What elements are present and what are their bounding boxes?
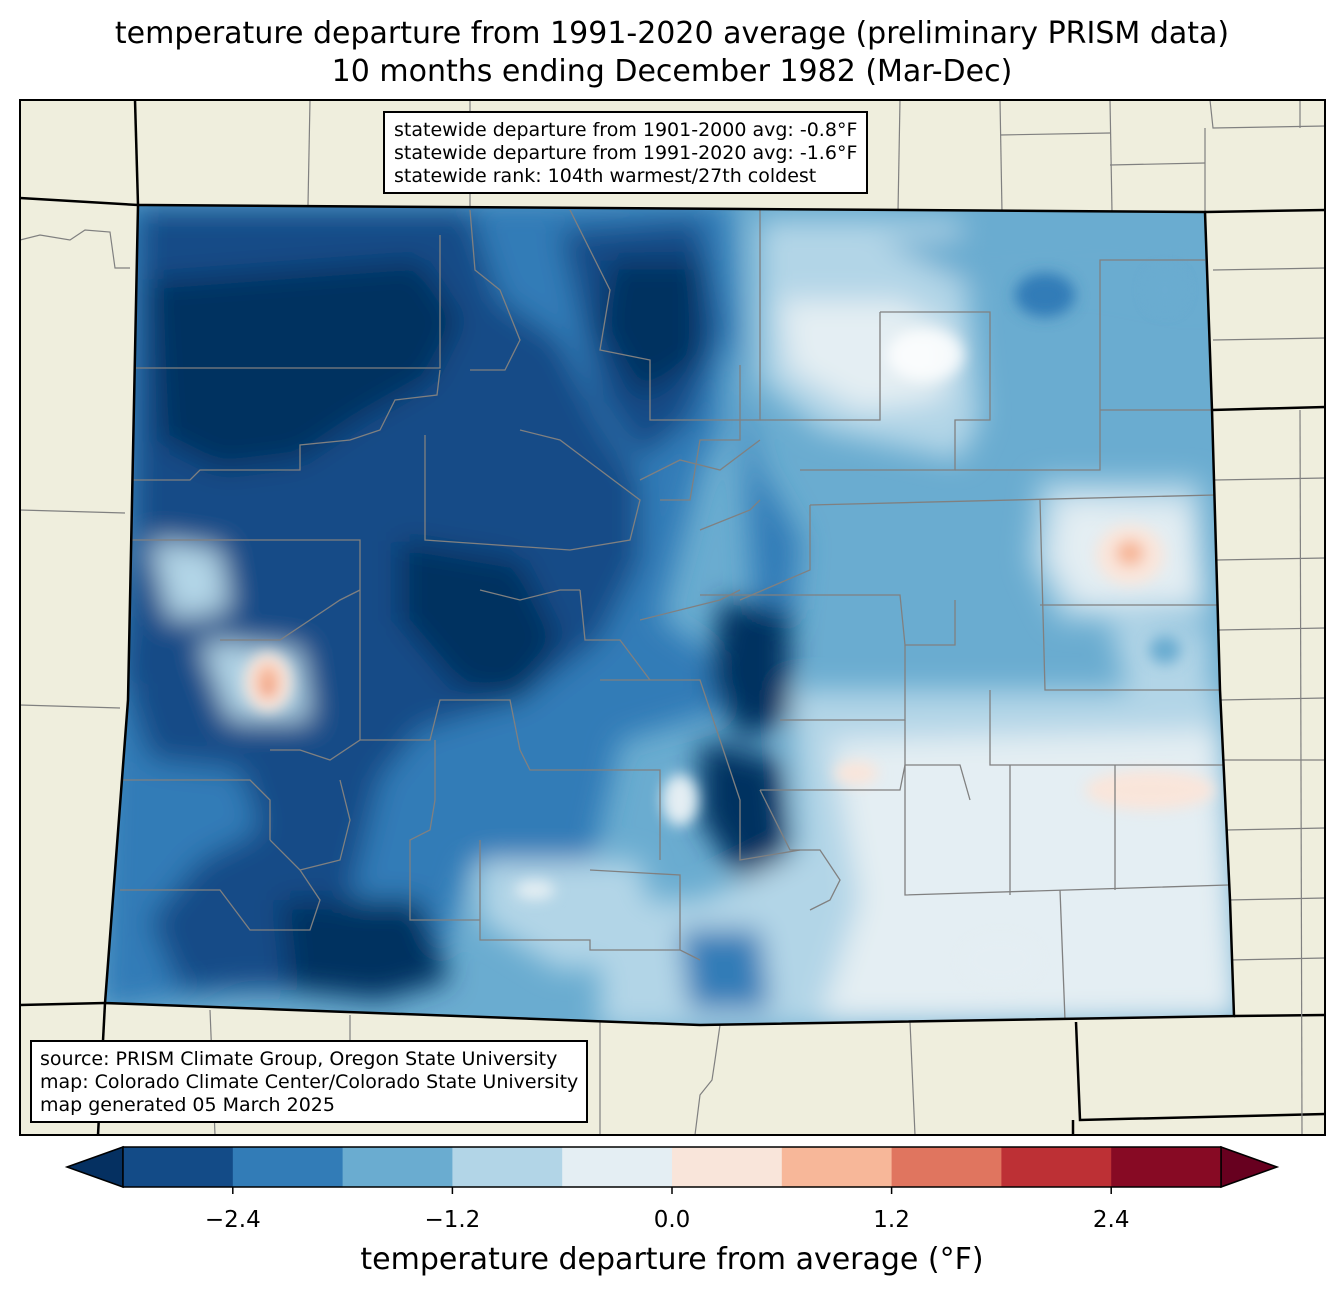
colorbar-swatch <box>123 1147 234 1187</box>
colorbar-swatch <box>452 1147 563 1187</box>
credits-box: source: PRISM Climate Group, Oregon Stat… <box>30 1040 589 1123</box>
colorbar-tick-label: 1.2 <box>873 1207 910 1233</box>
map-frame <box>19 99 1326 1136</box>
neighbor-county-lines <box>20 100 1325 1135</box>
statewide-stats-box: statewide departure from 1901-2000 avg: … <box>383 111 869 194</box>
colorbar-swatch <box>1001 1147 1112 1187</box>
colorbar-tick-label: 0.0 <box>653 1207 691 1233</box>
credits-source: source: PRISM Climate Group, Oregon Stat… <box>40 1048 558 1070</box>
credits-generated-date: map generated 05 March 2025 <box>40 1094 335 1116</box>
colorbar-tick-label: −1.2 <box>424 1207 481 1233</box>
stats-rank: statewide rank: 104th warmest/27th colde… <box>394 165 817 187</box>
map-title-line-2: 10 months ending December 1982 (Mar-Dec) <box>331 54 1013 89</box>
colorbar-swatch <box>672 1147 783 1187</box>
colorbar-swatch <box>891 1147 1002 1187</box>
stats-departure-1991-2020: statewide departure from 1991-2020 avg: … <box>394 142 858 164</box>
colorbar-tick-label: 2.4 <box>1092 1207 1130 1233</box>
colorbar-swatch <box>781 1147 893 1187</box>
colorbar-min-extension <box>64 1145 124 1189</box>
stats-departure-1901-2000: statewide departure from 1901-2000 avg: … <box>394 119 858 141</box>
credits-map-author: map: Colorado Climate Center/Colorado St… <box>40 1071 579 1093</box>
colorbar-swatch <box>1111 1147 1222 1187</box>
colorbar-swatch <box>342 1147 453 1187</box>
colorbar-swatch <box>232 1147 344 1187</box>
colorbar <box>64 1145 1280 1194</box>
colorado-state-border <box>103 203 1236 1027</box>
map-title-line-1: temperature departure from 1991-2020 ave… <box>114 16 1230 51</box>
colorado-temperature-field <box>105 205 1234 1025</box>
colorado-county-lines <box>120 209 1229 1021</box>
colorbar-swatch <box>562 1147 673 1187</box>
colorbar-tick-label: −2.4 <box>204 1207 261 1233</box>
colorbar-label: temperature departure from average (°F) <box>360 1242 984 1277</box>
colorbar-max-extension <box>1220 1145 1280 1189</box>
